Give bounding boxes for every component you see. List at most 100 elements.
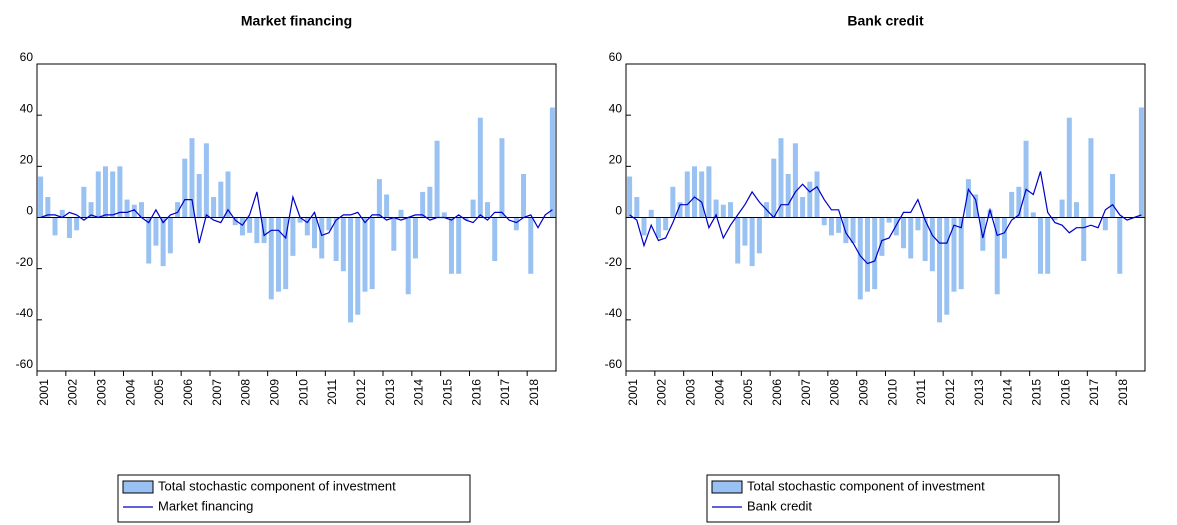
chart-title: Market financing bbox=[241, 13, 352, 29]
x-tick-label: 2001 bbox=[626, 379, 640, 406]
bar bbox=[677, 202, 683, 218]
x-tick-label: 2018 bbox=[527, 379, 541, 406]
y-tick-label: -40 bbox=[16, 306, 34, 320]
plot-frame bbox=[36, 63, 557, 372]
bar bbox=[88, 202, 94, 218]
bar bbox=[663, 217, 669, 231]
x-tick-label: 2014 bbox=[1001, 379, 1015, 406]
bar bbox=[821, 217, 827, 226]
bar bbox=[74, 217, 80, 231]
bar bbox=[864, 217, 870, 292]
bar bbox=[634, 197, 640, 218]
bar bbox=[513, 217, 519, 231]
bar bbox=[427, 186, 433, 218]
bar bbox=[843, 217, 849, 244]
bar bbox=[742, 217, 748, 246]
bar bbox=[146, 217, 152, 264]
bar bbox=[1009, 191, 1015, 218]
x-tick-label: 2017 bbox=[1087, 379, 1101, 406]
bar bbox=[448, 217, 454, 274]
bar bbox=[420, 191, 426, 218]
bar bbox=[670, 186, 676, 218]
y-tick-label: 0 bbox=[615, 204, 622, 218]
x-tick-label: 2006 bbox=[770, 379, 784, 406]
y-tick-label: 60 bbox=[609, 50, 623, 64]
bar bbox=[549, 107, 555, 218]
bar bbox=[153, 217, 159, 246]
bar bbox=[139, 202, 145, 218]
bar bbox=[944, 217, 950, 315]
legend-swatch bbox=[711, 480, 743, 494]
bar bbox=[1081, 217, 1087, 261]
x-tick-label: 2007 bbox=[799, 379, 813, 406]
bar bbox=[470, 199, 476, 218]
x-tick-label: 2003 bbox=[94, 379, 108, 406]
bar bbox=[412, 217, 418, 259]
bar bbox=[182, 158, 188, 218]
x-tick-label: 2008 bbox=[239, 379, 253, 406]
bar bbox=[110, 171, 116, 218]
bar bbox=[211, 197, 217, 218]
bar bbox=[937, 217, 943, 323]
bar bbox=[441, 212, 447, 218]
y-tick-label: 20 bbox=[609, 153, 623, 167]
bar bbox=[1023, 140, 1029, 218]
bar bbox=[958, 217, 964, 290]
x-tick-label: 2014 bbox=[412, 379, 426, 406]
bar bbox=[1030, 212, 1036, 218]
bar bbox=[499, 138, 505, 218]
bar bbox=[275, 217, 281, 292]
bar bbox=[857, 217, 863, 300]
bar bbox=[778, 138, 784, 218]
bar bbox=[1045, 217, 1051, 274]
bar bbox=[965, 179, 971, 218]
bar bbox=[463, 217, 469, 221]
bar bbox=[391, 217, 397, 251]
bar bbox=[684, 171, 690, 218]
bar bbox=[254, 217, 260, 244]
x-tick-label: 2010 bbox=[885, 379, 899, 406]
x-tick-label: 2010 bbox=[296, 379, 310, 406]
bar bbox=[38, 176, 44, 218]
bar bbox=[879, 217, 885, 256]
bar bbox=[196, 174, 202, 218]
bar bbox=[52, 217, 58, 236]
bar bbox=[175, 202, 181, 218]
bar bbox=[792, 143, 798, 218]
x-tick-label: 2011 bbox=[325, 379, 339, 405]
bar bbox=[528, 217, 534, 274]
bar bbox=[922, 217, 928, 261]
bar bbox=[434, 140, 440, 218]
bar bbox=[348, 217, 354, 323]
bar bbox=[203, 143, 209, 218]
bar bbox=[728, 202, 734, 218]
bar bbox=[648, 209, 654, 218]
x-tick-label: 2012 bbox=[354, 379, 368, 406]
bar bbox=[929, 217, 935, 272]
bar bbox=[59, 209, 65, 218]
bar bbox=[893, 217, 899, 236]
bar bbox=[807, 181, 813, 218]
bar bbox=[398, 209, 404, 218]
bar bbox=[369, 217, 375, 290]
bar bbox=[521, 174, 527, 218]
bar bbox=[785, 174, 791, 218]
bar bbox=[706, 166, 712, 218]
bar bbox=[901, 217, 907, 249]
legend-label: Total stochastic component of investment bbox=[158, 478, 396, 493]
bar bbox=[261, 217, 267, 244]
y-tick-label: -60 bbox=[605, 357, 623, 371]
bar bbox=[456, 217, 462, 274]
bar bbox=[836, 217, 842, 233]
bar bbox=[908, 217, 914, 259]
bar bbox=[987, 209, 993, 218]
legend-box bbox=[117, 474, 471, 523]
x-tick-label: 2005 bbox=[152, 379, 166, 406]
bar bbox=[45, 197, 51, 218]
x-tick-label: 2004 bbox=[123, 379, 137, 406]
bar bbox=[117, 166, 123, 218]
bar bbox=[1037, 217, 1043, 274]
bar bbox=[735, 217, 741, 264]
chart-title: Bank credit bbox=[847, 13, 924, 29]
